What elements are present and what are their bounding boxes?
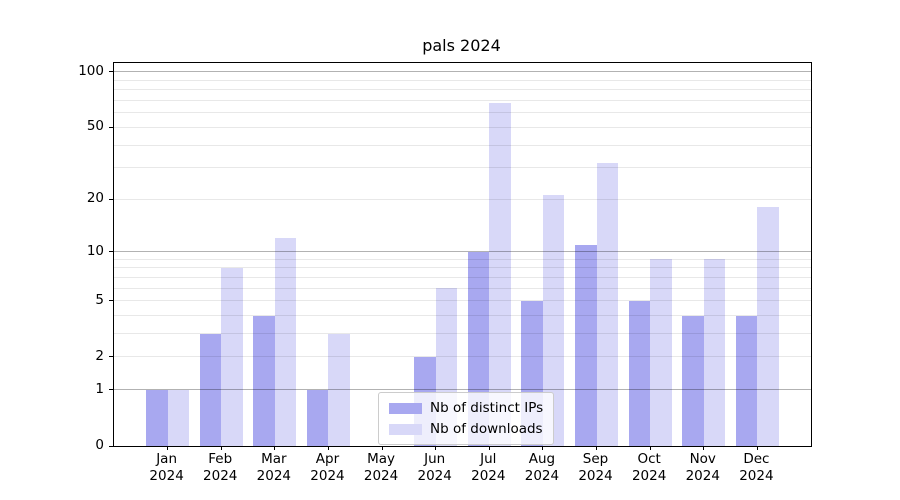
x-tick-label-feb: Feb 2024	[188, 451, 252, 484]
x-tick-month: Jul	[480, 451, 497, 467]
x-tick-year: 2024	[685, 467, 720, 484]
x-tick-month: Feb	[208, 451, 233, 467]
y-tick-label-20: 20	[86, 190, 104, 207]
y-tick-label-1: 1	[95, 380, 104, 397]
x-tick-label-jul: Jul 2024	[456, 451, 520, 484]
bar-dec-downloads	[757, 207, 779, 446]
x-tick-year: 2024	[578, 467, 613, 484]
bar-apr-downloads	[328, 333, 350, 446]
bar-oct-downloads	[650, 259, 672, 446]
legend-item-distinct-ips: Nb of distinct IPs	[389, 400, 543, 416]
x-tick-mark-oct	[649, 446, 651, 450]
x-tick-label-oct: Oct 2024	[617, 451, 681, 484]
y-tick-label-100: 100	[78, 62, 104, 79]
x-tick-year: 2024	[739, 467, 774, 484]
x-tick-label-jun: Jun 2024	[403, 451, 467, 484]
y-tick-mark-5	[109, 300, 113, 302]
x-tick-year: 2024	[256, 467, 292, 484]
x-tick-label-dec: Dec 2024	[724, 451, 788, 484]
chart-title: pals 2024	[422, 36, 501, 55]
x-tick-year: 2024	[203, 467, 238, 484]
plot-area: Nb of distinct IPs Nb of downloads	[109, 62, 812, 450]
bar-oct-distinct-ips	[628, 300, 651, 446]
x-tick-year: 2024	[524, 467, 560, 484]
bar-dec-distinct-ips	[735, 315, 758, 446]
x-tick-label-jan: Jan 2024	[135, 451, 199, 484]
x-tick-label-aug: Aug 2024	[510, 451, 574, 484]
legend: Nb of distinct IPs Nb of downloads	[378, 392, 555, 445]
x-tick-mark-sep	[596, 446, 598, 450]
bar-sep-downloads	[596, 162, 619, 446]
bar-nov-downloads	[703, 259, 726, 446]
bar-sep-distinct-ips	[575, 244, 597, 446]
x-tick-mark-dec	[756, 446, 758, 450]
bar-jul-downloads	[489, 102, 511, 446]
x-tick-month: Jun	[424, 451, 446, 467]
x-tick-year: 2024	[363, 467, 399, 484]
bar-apr-distinct-ips	[306, 389, 329, 446]
y-tick-mark-100	[109, 71, 113, 73]
y-tick-label-50: 50	[86, 118, 104, 135]
x-tick-month: Oct	[637, 451, 661, 467]
x-tick-label-may: May 2024	[349, 451, 413, 484]
x-tick-label-nov: Nov 2024	[671, 451, 735, 484]
x-tick-label-mar: Mar 2024	[242, 451, 306, 484]
y-tick-mark-1	[109, 389, 113, 391]
x-tick-month: May	[367, 451, 396, 467]
bar-feb-distinct-ips	[199, 333, 222, 446]
bar-aug-downloads	[542, 195, 565, 446]
x-tick-mark-jan	[167, 446, 169, 450]
x-tick-month: Apr	[315, 451, 340, 467]
bar-mar-distinct-ips	[253, 315, 275, 446]
x-tick-mark-nov	[703, 446, 705, 450]
x-tick-month: Sep	[582, 451, 609, 467]
x-tick-month: Aug	[528, 451, 556, 467]
x-tick-month: Mar	[261, 451, 287, 467]
y-tick-label-5: 5	[95, 291, 104, 308]
y-tick-mark-50	[109, 126, 113, 128]
x-tick-mark-mar	[274, 446, 276, 450]
y-tick-mark-10	[109, 251, 113, 253]
x-tick-mark-jun	[435, 446, 437, 450]
y-tick-label-0: 0	[95, 437, 104, 453]
legend-label-downloads: Nb of downloads	[430, 421, 543, 437]
legend-item-downloads: Nb of downloads	[389, 421, 543, 437]
x-tick-month: Nov	[689, 451, 716, 467]
x-tick-mark-feb	[220, 446, 222, 450]
legend-swatch-distinct-ips	[389, 402, 422, 414]
x-tick-mark-jul	[488, 446, 490, 450]
x-tick-year: 2024	[310, 467, 345, 484]
legend-swatch-downloads	[389, 423, 422, 435]
x-tick-mark-apr	[327, 446, 329, 450]
x-tick-month: Dec	[743, 451, 770, 467]
bar-jan-distinct-ips	[146, 389, 168, 446]
bar-mar-downloads	[274, 238, 297, 446]
legend-label-distinct-ips: Nb of distinct IPs	[430, 400, 544, 416]
y-tick-label-2: 2	[95, 347, 104, 364]
bar-nov-distinct-ips	[682, 315, 704, 446]
bars-layer	[114, 63, 811, 446]
y-tick-label-10: 10	[86, 242, 104, 259]
x-tick-mark-aug	[542, 446, 544, 450]
y-tick-mark-20	[109, 198, 113, 200]
x-tick-year: 2024	[631, 467, 667, 484]
x-tick-mark-may	[381, 446, 383, 450]
y-tick-mark-2	[109, 356, 113, 358]
bar-feb-downloads	[221, 267, 243, 446]
x-tick-year: 2024	[471, 467, 506, 484]
x-tick-year: 2024	[149, 467, 184, 484]
y-tick-mark-0	[109, 445, 113, 447]
x-tick-label-apr: Apr 2024	[295, 451, 359, 484]
bar-jan-downloads	[167, 389, 190, 446]
x-tick-month: Jan	[156, 451, 178, 467]
x-tick-label-sep: Sep 2024	[564, 451, 628, 484]
x-tick-year: 2024	[417, 467, 452, 484]
